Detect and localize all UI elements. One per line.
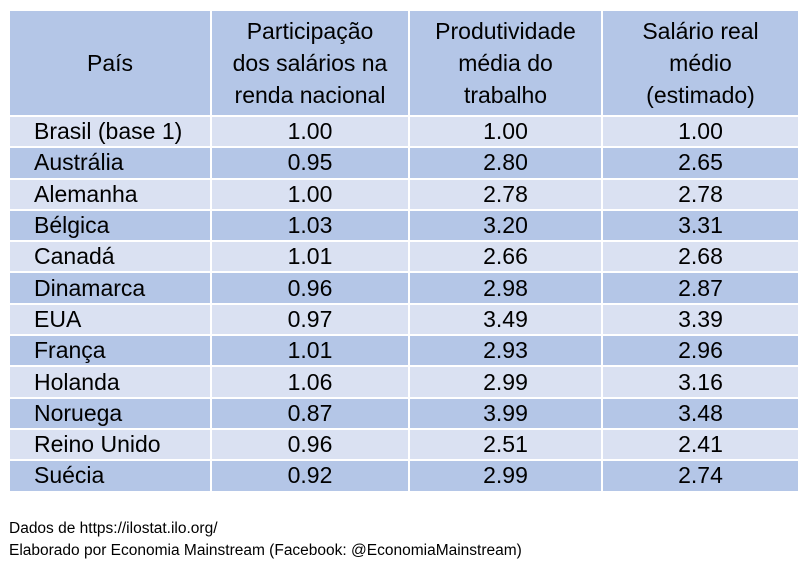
- wage-share-cell: 1.00: [210, 177, 410, 211]
- real-wage-cell: 3.48: [601, 396, 800, 430]
- wage-share-cell: 1.01: [210, 334, 410, 368]
- header-country: País: [8, 9, 212, 117]
- comparison-table: País Participação dos salários na renda …: [8, 9, 800, 493]
- real-wage-cell: 2.65: [601, 146, 800, 180]
- wage-share-cell: 1.06: [210, 365, 410, 399]
- header-line: média do: [458, 50, 553, 76]
- header-line: médio: [669, 50, 732, 76]
- table-row: Bélgica 1.03 3.20 3.31: [8, 208, 800, 243]
- country-cell: Bélgica: [8, 208, 212, 243]
- comparison-table-container: País Participação dos salários na renda …: [8, 9, 800, 493]
- wage-share-cell: 1.03: [210, 208, 410, 243]
- header-line: trabalho: [463, 82, 548, 108]
- real-wage-cell: 3.39: [601, 302, 800, 337]
- table-body: Brasil (base 1) 1.00 1.00 1.00 Austrália 0.95…: [8, 114, 800, 493]
- country-cell: Reino Unido: [8, 427, 212, 462]
- productivity-cell: 3.20: [408, 208, 603, 243]
- real-wage-cell: 2.87: [601, 271, 800, 305]
- wage-share-cell: 0.97: [210, 302, 410, 337]
- table-row: Reino Unido 0.96 2.51 2.41: [8, 427, 800, 462]
- wage-share-cell: 1.00: [210, 114, 410, 149]
- wage-share-cell: 0.96: [210, 271, 410, 305]
- country-cell: França: [8, 334, 212, 368]
- wage-share-cell: 0.96: [210, 427, 410, 462]
- header-line: (estimado): [646, 82, 755, 108]
- table-row: Noruega 0.87 3.99 3.48: [8, 396, 800, 430]
- real-wage-cell: 3.16: [601, 365, 800, 399]
- header-line: Salário real: [642, 18, 759, 44]
- table-row: EUA 0.97 3.49 3.39: [8, 302, 800, 337]
- productivity-cell: 3.49: [408, 302, 603, 337]
- table-row: Dinamarca 0.96 2.98 2.87: [8, 271, 800, 305]
- productivity-cell: 2.66: [408, 240, 603, 274]
- productivity-cell: 2.51: [408, 427, 603, 462]
- real-wage-cell: 2.68: [601, 240, 800, 274]
- productivity-cell: 2.78: [408, 177, 603, 211]
- table-row: Holanda 1.06 2.99 3.16: [8, 365, 800, 399]
- real-wage-cell: 2.41: [601, 427, 800, 462]
- productivity-cell: 3.99: [408, 396, 603, 430]
- real-wage-cell: 1.00: [601, 114, 800, 149]
- header-productivity: Produtividade média do trabalho: [408, 9, 603, 117]
- table-row: Alemanha 1.00 2.78 2.78: [8, 177, 800, 211]
- wage-share-cell: 0.87: [210, 396, 410, 430]
- productivity-cell: 1.00: [408, 114, 603, 149]
- country-cell: Holanda: [8, 365, 212, 399]
- table-row: Suécia 0.92 2.99 2.74: [8, 459, 800, 493]
- wage-share-cell: 1.01: [210, 240, 410, 274]
- country-cell: Brasil (base 1): [8, 114, 212, 149]
- header-real-wage: Salário real médio (estimado): [601, 9, 800, 117]
- productivity-cell: 2.99: [408, 459, 603, 493]
- real-wage-cell: 2.78: [601, 177, 800, 211]
- table-row: Canadá 1.01 2.66 2.68: [8, 240, 800, 274]
- productivity-cell: 2.99: [408, 365, 603, 399]
- productivity-cell: 2.80: [408, 146, 603, 180]
- header-line: Participação: [246, 18, 374, 44]
- table-row: França 1.01 2.93 2.96: [8, 334, 800, 368]
- country-cell: Alemanha: [8, 177, 212, 211]
- real-wage-cell: 3.31: [601, 208, 800, 243]
- real-wage-cell: 2.96: [601, 334, 800, 368]
- productivity-cell: 2.98: [408, 271, 603, 305]
- country-cell: Suécia: [8, 459, 212, 493]
- header-line: renda nacional: [234, 82, 386, 108]
- wage-share-cell: 0.92: [210, 459, 410, 493]
- table-row: Austrália 0.95 2.80 2.65: [8, 146, 800, 180]
- country-cell: Noruega: [8, 396, 212, 430]
- country-cell: Canadá: [8, 240, 212, 274]
- productivity-cell: 2.93: [408, 334, 603, 368]
- header-row: País Participação dos salários na renda …: [8, 9, 800, 117]
- header-wage-share: Participação dos salários na renda nacio…: [210, 9, 410, 117]
- footer-notes: Dados de https://ilostat.ilo.org/ Elabor…: [9, 518, 522, 562]
- source-note: Dados de https://ilostat.ilo.org/: [9, 520, 218, 537]
- real-wage-cell: 2.74: [601, 459, 800, 493]
- country-cell: EUA: [8, 302, 212, 337]
- table-row: Brasil (base 1) 1.00 1.00 1.00: [8, 114, 800, 149]
- header-line: País: [86, 50, 134, 76]
- wage-share-cell: 0.95: [210, 146, 410, 180]
- country-cell: Dinamarca: [8, 271, 212, 305]
- header-line: dos salários na: [232, 50, 388, 76]
- credit-note: Elaborado por Economia Mainstream (Faceb…: [9, 542, 522, 559]
- country-cell: Austrália: [8, 146, 212, 180]
- header-line: Produtividade: [435, 18, 576, 44]
